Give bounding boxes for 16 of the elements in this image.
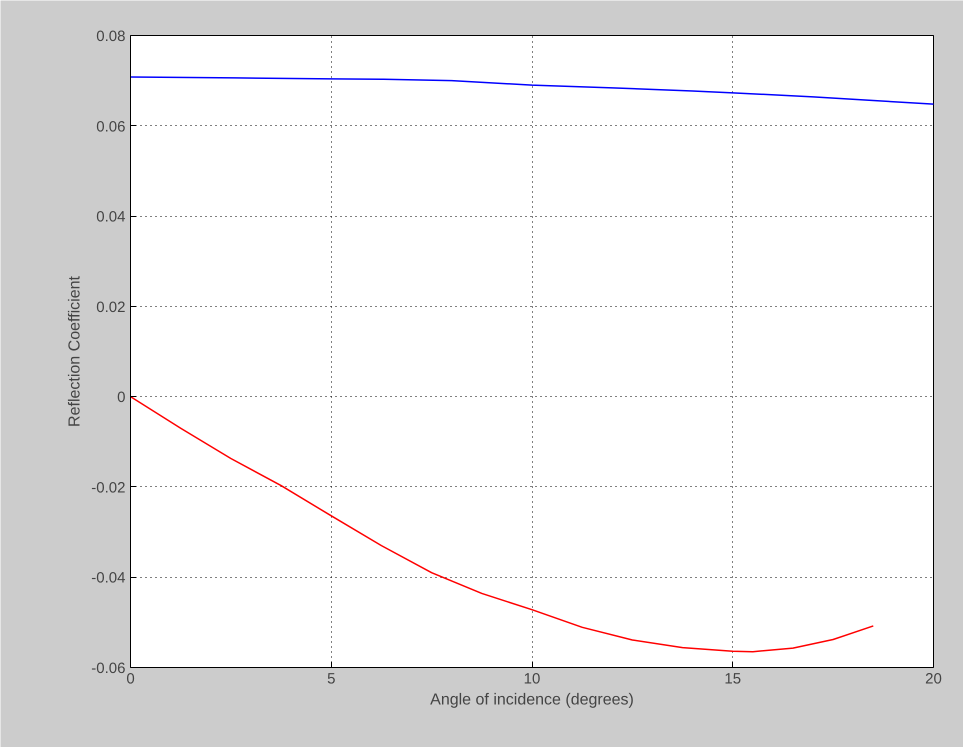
x-tick-label: 20 xyxy=(925,670,942,688)
y-tick-label: -0.06 xyxy=(91,660,126,677)
x-axis-title: Angle of incidence (degrees) xyxy=(430,692,634,708)
y-axis-title: Reflection Coefficient xyxy=(66,275,84,427)
x-tick-label: 15 xyxy=(724,670,742,688)
x-tick-label: 10 xyxy=(524,670,540,688)
y-tick-label: 0.06 xyxy=(96,118,126,136)
y-tick-label: 0.08 xyxy=(96,28,126,45)
y-tick-label: 0.04 xyxy=(96,208,126,226)
y-tick-label: -0.04 xyxy=(91,570,126,587)
y-tick-label: 0 xyxy=(117,389,126,406)
line-series xyxy=(130,76,934,105)
y-tick-label: -0.02 xyxy=(91,479,126,496)
x-tick-label: 5 xyxy=(327,670,336,688)
line-series xyxy=(130,396,874,652)
y-tick-label: 0.02 xyxy=(96,298,126,316)
